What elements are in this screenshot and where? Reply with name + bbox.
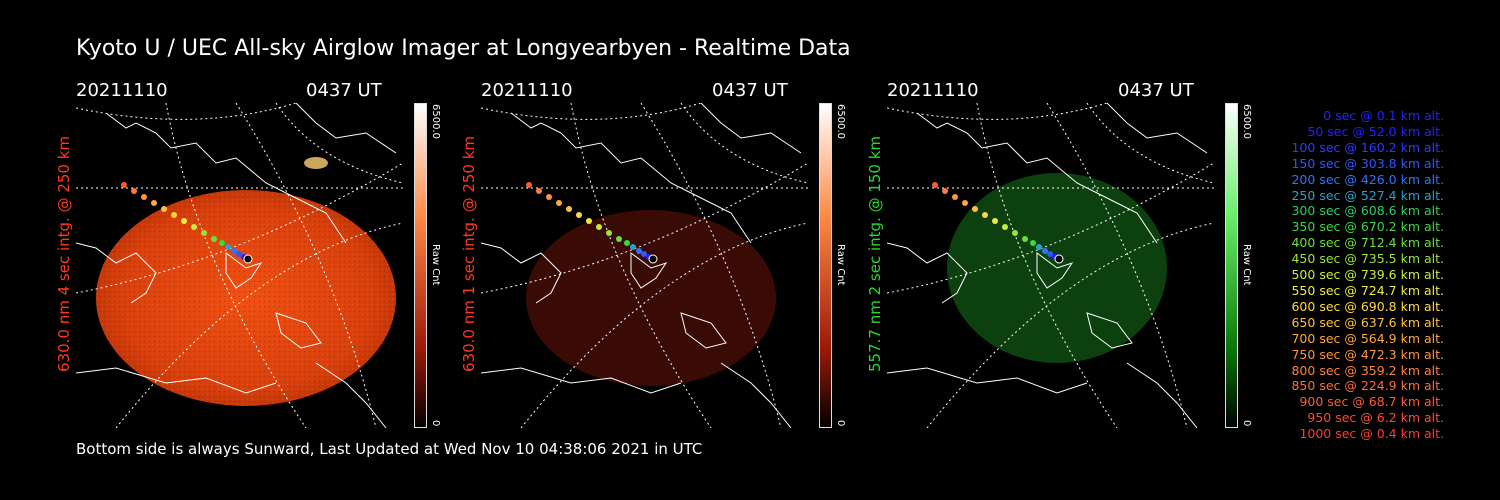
panel1-colorbar [414, 103, 427, 428]
legend-entry: 650 sec @ 637.6 km alt. [1291, 314, 1444, 330]
legend-entry: 550 sec @ 724.7 km alt. [1291, 282, 1444, 298]
panel1-cbar-unit: Raw Cnt [430, 244, 441, 286]
legend-entry: 900 sec @ 68.7 km alt. [1299, 394, 1444, 410]
panel1-cbar-min: 0 [430, 420, 441, 427]
panel3-date: 20211110 [887, 80, 979, 101]
panel1-image [75, 102, 404, 429]
legend-entry: 750 sec @ 472.3 km alt. [1291, 346, 1444, 362]
legend-entry: 600 sec @ 690.8 km alt. [1291, 298, 1444, 314]
panel2-image [480, 102, 809, 429]
panel2-cbar-max: 6500.0 [835, 104, 846, 139]
page-title: Kyoto U / UEC All-sky Airglow Imager at … [76, 36, 851, 61]
panel2-cbar-min: 0 [835, 420, 846, 427]
legend-entry: 100 sec @ 160.2 km alt. [1291, 139, 1444, 155]
trajectory [526, 182, 658, 264]
trajectory [121, 182, 253, 264]
panel1-time: 0437 UT [306, 80, 382, 101]
panel1-date: 20211110 [76, 80, 168, 101]
legend-entry: 950 sec @ 6.2 km alt. [1307, 410, 1444, 426]
legend-entry: 250 sec @ 527.4 km alt. [1291, 187, 1444, 203]
legend-entry: 350 sec @ 670.2 km alt. [1291, 219, 1444, 235]
legend-entry: 500 sec @ 739.6 km alt. [1291, 267, 1444, 283]
panel2-colorbar [819, 103, 832, 428]
panel3-image [886, 102, 1215, 429]
legend-entry: 800 sec @ 359.2 km alt. [1291, 362, 1444, 378]
legend-entry: 700 sec @ 564.9 km alt. [1291, 330, 1444, 346]
sky-disk [526, 210, 776, 386]
legend-entry: 200 sec @ 426.0 km alt. [1291, 171, 1444, 187]
legend-entry: 400 sec @ 712.4 km alt. [1291, 235, 1444, 251]
legend-entry: 1000 sec @ 0.4 km alt. [1299, 426, 1444, 442]
legend-entry: 450 sec @ 735.5 km alt. [1291, 251, 1444, 267]
altitude-legend: 0 sec @ 0.1 km alt. 50 sec @ 52.0 km alt.… [1224, 108, 1444, 442]
panel3-time: 0437 UT [1118, 80, 1194, 101]
panel2-cbar-unit: Raw Cnt [835, 244, 846, 286]
panel2-date: 20211110 [481, 80, 573, 101]
legend-entry: 300 sec @ 608.6 km alt. [1291, 203, 1444, 219]
legend-entry: 50 sec @ 52.0 km alt. [1307, 123, 1444, 139]
trajectory [932, 182, 1064, 264]
panel3-colorbar [1225, 103, 1238, 428]
panel3-side-label: 557.7 nm 2 sec intg. @ 150 km [866, 135, 884, 372]
panel2-time: 0437 UT [712, 80, 788, 101]
footer-note: Bottom side is always Sunward, Last Upda… [76, 440, 703, 458]
panel1-side-label: 630.0 nm 4 sec intg. @ 250 km [55, 135, 73, 372]
legend-entry: 850 sec @ 224.9 km alt. [1291, 378, 1444, 394]
legend-entry: 150 sec @ 303.8 km alt. [1291, 155, 1444, 171]
panel2-side-label: 630.0 nm 1 sec intg. @ 250 km [460, 135, 478, 372]
legend-entry: 0 sec @ 0.1 km alt. [1323, 108, 1444, 123]
panel1-cbar-max: 6500.0 [430, 104, 441, 139]
